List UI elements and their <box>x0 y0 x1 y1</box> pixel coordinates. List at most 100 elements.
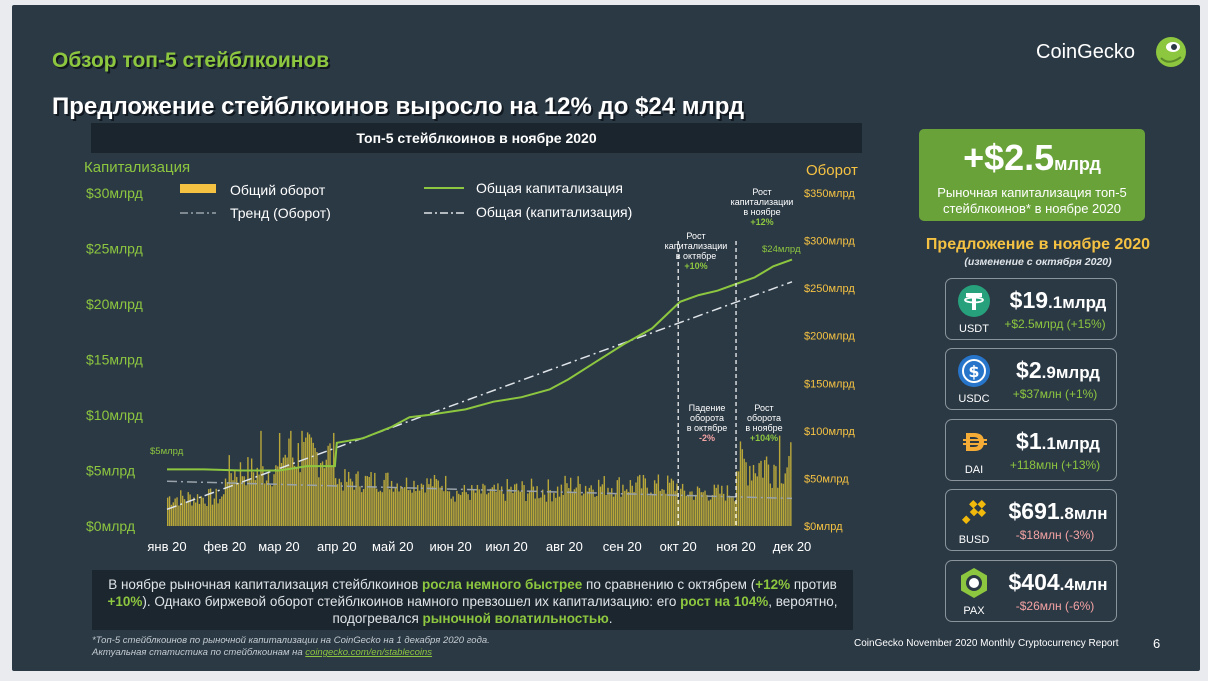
x-tick-label: июн 20 <box>429 539 471 554</box>
coin-symbol: BUSD <box>958 534 990 546</box>
volume-bar <box>749 465 751 526</box>
volume-bar <box>674 490 676 526</box>
y-right-tick-label: $250млрд <box>804 283 855 295</box>
volume-bar <box>461 491 464 526</box>
pax-icon <box>961 568 987 598</box>
volume-bar <box>394 487 397 526</box>
volume-bar <box>560 484 563 526</box>
annotation-cap-nov-text: Рост <box>752 187 771 197</box>
y-left-tick-label: $25млрд <box>86 241 143 257</box>
volume-bar <box>262 466 264 526</box>
volume-bar <box>340 482 342 526</box>
coin-value-decimal: .9млрд <box>1041 363 1100 382</box>
stablecoins-link[interactable]: coingecko.com/en/stablecoins <box>305 647 433 658</box>
volume-bar <box>405 477 408 526</box>
volume-bar <box>264 483 266 526</box>
y-right-tick-label: $350млрд <box>804 188 855 200</box>
y-left-tick-label: $15млрд <box>86 352 143 368</box>
volume-bar <box>663 489 665 526</box>
volume-bar <box>590 485 592 526</box>
x-tick-label: янв 20 <box>147 539 186 554</box>
highlight-number: +$2.5 <box>963 137 1055 178</box>
volume-bar <box>472 489 475 526</box>
coin-card-usdt: USDT $19.1млрд +$2.5млрд (+15%) <box>945 278 1117 340</box>
dai-icon <box>963 433 987 451</box>
coin-card-dai: DAI $1.1млрд +118млн (+13%) <box>945 419 1117 481</box>
highlight-box: +$2.5млрд Рыночная капитализация топ-5 с… <box>919 129 1145 221</box>
stablecoin-chart: $0млрд $5млрд $10млрд $15млрд $20млрд $25млрд… <box>86 180 855 554</box>
legend-label: Общая (капитализация) <box>476 204 632 220</box>
volume-bar <box>433 474 436 526</box>
x-tick-label: июл 20 <box>485 539 527 554</box>
volume-bar <box>437 480 439 526</box>
volume-bar <box>387 472 389 526</box>
volume-bar <box>329 443 331 526</box>
volume-trend-line <box>166 480 793 500</box>
volume-bar <box>478 489 480 526</box>
volume-bar <box>687 495 689 526</box>
volume-bar <box>599 486 602 526</box>
slide: Обзор топ-5 стейблкоинов Предложение сте… <box>12 5 1200 671</box>
volume-bar <box>333 432 335 526</box>
volume-bar <box>237 482 240 526</box>
volume-bar <box>256 467 258 526</box>
volume-bar <box>191 505 193 526</box>
volume-bar <box>622 484 624 526</box>
volume-bar <box>357 471 359 526</box>
annotation-cap-nov-text: капитализации <box>731 197 794 207</box>
volume-bar <box>295 467 298 526</box>
y-right-tick-label: $300млрд <box>804 236 855 248</box>
volume-bar <box>579 483 581 526</box>
volume-bar <box>403 487 406 526</box>
volume-bar <box>400 485 402 526</box>
coin-supply-value: $691.8млн <box>1002 498 1114 527</box>
volume-bar <box>700 492 702 526</box>
volume-bar <box>435 479 438 526</box>
volume-bar <box>452 496 454 526</box>
volume-bar <box>773 464 775 526</box>
volume-bar <box>612 496 615 526</box>
tether-icon <box>958 285 990 317</box>
volume-bar <box>706 494 708 526</box>
volume-bar <box>383 479 385 526</box>
volume-bar <box>217 503 219 526</box>
volume-bar <box>465 492 467 526</box>
volume-bar <box>344 469 346 526</box>
volume-bar <box>176 497 178 526</box>
volume-bar <box>510 486 512 526</box>
footnote: *Топ-5 стейблкоинов по рыночной капитали… <box>92 635 490 659</box>
volume-bar <box>260 430 262 526</box>
volume-bar <box>325 459 327 526</box>
volume-bar <box>364 475 367 526</box>
volume-bar <box>301 430 303 526</box>
volume-bar <box>215 488 217 526</box>
volume-bar <box>659 490 661 526</box>
volume-bar <box>702 492 704 526</box>
volume-bar <box>624 490 626 526</box>
annotation-cap-oct-text: в октябре <box>676 251 717 261</box>
volume-bar <box>487 492 490 526</box>
volume-bar <box>198 503 201 526</box>
volume-bar <box>491 487 494 526</box>
volume-bar <box>476 484 479 526</box>
volume-bar <box>661 489 663 526</box>
x-tick-label: дек 20 <box>773 539 812 554</box>
volume-bar <box>249 479 251 526</box>
volume-bar <box>721 485 723 526</box>
volume-bar <box>292 457 294 526</box>
volume-bar <box>685 495 688 526</box>
volume-bar <box>196 494 199 526</box>
volume-bar <box>777 487 779 526</box>
volume-bar <box>273 474 275 526</box>
volume-bar <box>558 496 561 526</box>
volume-bar <box>676 483 678 526</box>
coin-value-main: $404 <box>1008 569 1060 595</box>
footnote-line: Актуальная статистика по стейблкоинам на… <box>92 647 490 659</box>
volume-bar <box>267 472 270 526</box>
volume-bar <box>402 488 404 526</box>
volume-bar <box>415 491 417 526</box>
volume-bar <box>625 489 628 526</box>
volume-bar <box>189 494 191 526</box>
volume-bar <box>500 486 503 526</box>
coingecko-logo-icon <box>1156 37 1186 67</box>
